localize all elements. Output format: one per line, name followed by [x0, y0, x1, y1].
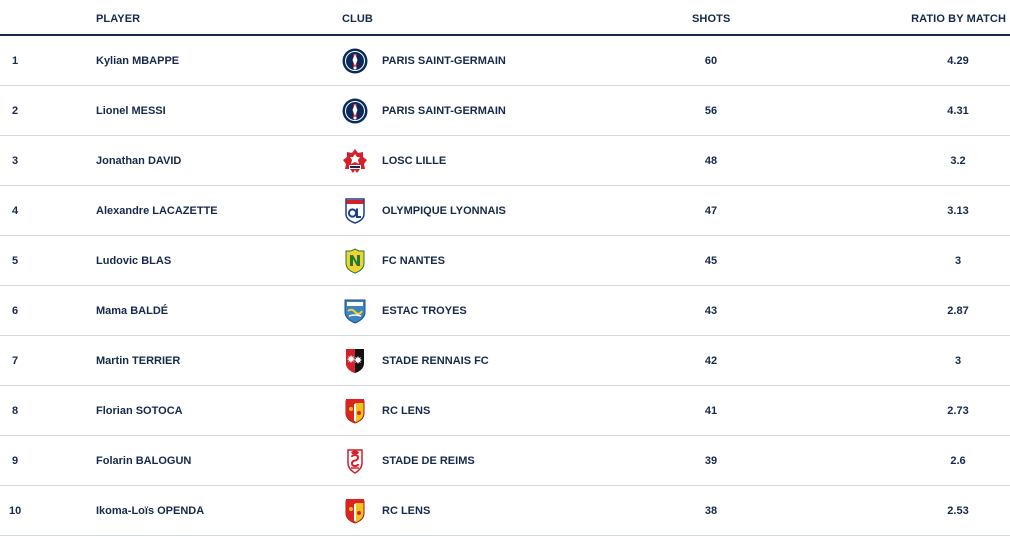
ratio-cell: 2.73	[947, 405, 969, 417]
club-name-link[interactable]: FC NANTES	[382, 255, 445, 267]
ratio-cell: 4.29	[947, 55, 969, 67]
table-row[interactable]: 7 Martin TERRIER STADE RENNAIS FC 42 3	[0, 336, 1010, 386]
shots-cell: 45	[704, 255, 718, 267]
shots-cell: 38	[704, 505, 718, 517]
player-name-link[interactable]: Florian SOTOCA	[96, 405, 183, 417]
club-name-link[interactable]: RC LENS	[382, 405, 431, 417]
player-name-link[interactable]: Alexandre LACAZETTE	[96, 205, 218, 217]
rank-cell: 8	[12, 405, 19, 417]
ratio-cell: 4.31	[947, 105, 969, 117]
player-name-link[interactable]: Kylian MBAPPE	[96, 55, 180, 67]
ratio-cell: 3	[954, 255, 962, 267]
shots-cell: 43	[704, 305, 718, 317]
club-name-link[interactable]: ESTAC TROYES	[382, 305, 467, 317]
lens-crest-icon	[345, 499, 365, 524]
player-name-link[interactable]: Ikoma-Loïs OPENDA	[96, 505, 205, 517]
player-name-link[interactable]: Lionel MESSI	[96, 105, 166, 117]
player-name-link[interactable]: Martin TERRIER	[96, 355, 181, 367]
player-name-link[interactable]: Ludovic BLAS	[96, 255, 172, 267]
ratio-cell: 3	[954, 355, 962, 367]
rank-cell: 9	[12, 455, 19, 467]
rank-cell: 5	[12, 255, 19, 267]
column-header-shots[interactable]: SHOTS	[692, 13, 731, 25]
shots-cell: 39	[704, 455, 718, 467]
table-row[interactable]: 9 Folarin BALOGUN STADE DE REIMS 39 2.6	[0, 436, 1010, 486]
table-row[interactable]: 10 Ikoma-Loïs OPENDA RC LENS 38 2.53	[0, 486, 1010, 536]
psg-crest-icon	[342, 98, 368, 124]
club-name-link[interactable]: LOSC LILLE	[382, 155, 447, 167]
rank-cell: 7	[12, 355, 19, 367]
table-header: PLAYER CLUB SHOTS RATIO BY MATCH	[0, 0, 1010, 36]
player-name-link[interactable]: Jonathan DAVID	[96, 155, 182, 167]
rank-cell: 2	[12, 105, 19, 117]
player-name-link[interactable]: Mama BALDÉ	[96, 305, 169, 317]
club-name-link[interactable]: OLYMPIQUE LYONNAIS	[382, 205, 506, 217]
shots-cell: 47	[704, 205, 718, 217]
rank-cell: 1	[12, 55, 19, 67]
lille-crest-icon	[343, 149, 367, 173]
lyon-crest-icon	[345, 198, 365, 224]
rank-cell: 3	[12, 155, 19, 167]
troyes-crest-icon	[344, 299, 366, 324]
table-row[interactable]: 4 Alexandre LACAZETTE OLYMPIQUE LYONNAIS…	[0, 186, 1010, 236]
club-name-link[interactable]: PARIS SAINT-GERMAIN	[382, 105, 506, 117]
club-name-link[interactable]: PARIS SAINT-GERMAIN	[382, 55, 506, 67]
column-header-club[interactable]: CLUB	[342, 13, 373, 25]
shots-cell: 56	[704, 105, 718, 117]
club-name-link[interactable]: STADE DE REIMS	[382, 455, 475, 467]
shots-cell: 48	[704, 155, 718, 167]
table-row[interactable]: 5 Ludovic BLAS FC NANTES 45 3	[0, 236, 1010, 286]
ratio-cell: 2.87	[947, 305, 969, 317]
shots-cell: 41	[704, 405, 718, 417]
table-row[interactable]: 6 Mama BALDÉ ESTAC TROYES 43 2.87	[0, 286, 1010, 336]
ratio-cell: 2.6	[950, 455, 966, 467]
rank-cell: 10	[9, 505, 22, 517]
table-row[interactable]: 8 Florian SOTOCA RC LENS 41 2.73	[0, 386, 1010, 436]
nantes-crest-icon	[345, 248, 365, 274]
psg-crest-icon	[342, 48, 368, 74]
shots-cell: 60	[704, 55, 718, 67]
ratio-cell: 3.13	[947, 205, 969, 217]
rennes-crest-icon	[346, 349, 364, 373]
ratio-cell: 3.2	[950, 155, 966, 167]
club-name-link[interactable]: STADE RENNAIS FC	[382, 355, 489, 367]
rank-cell: 6	[12, 305, 19, 317]
shots-cell: 42	[704, 355, 718, 367]
table-row[interactable]: 2 Lionel MESSI PARIS SAINT-GERMAIN 56 4.…	[0, 86, 1010, 136]
table-row[interactable]: 1 Kylian MBAPPE PARIS SAINT-GERMAIN 60 4…	[0, 36, 1010, 86]
table-row[interactable]: 3 Jonathan DAVID LOSC LILLE 48 3.2	[0, 136, 1010, 186]
lens-crest-icon	[345, 399, 365, 424]
reims-crest-icon	[347, 449, 363, 474]
ratio-cell: 2.53	[947, 505, 969, 517]
club-name-link[interactable]: RC LENS	[382, 505, 431, 517]
rank-cell: 4	[12, 205, 19, 217]
column-header-ratio-by-match[interactable]: RATIO BY MATCH	[911, 13, 1006, 25]
column-header-player[interactable]: PLAYER	[96, 13, 141, 25]
player-name-link[interactable]: Folarin BALOGUN	[96, 455, 192, 467]
